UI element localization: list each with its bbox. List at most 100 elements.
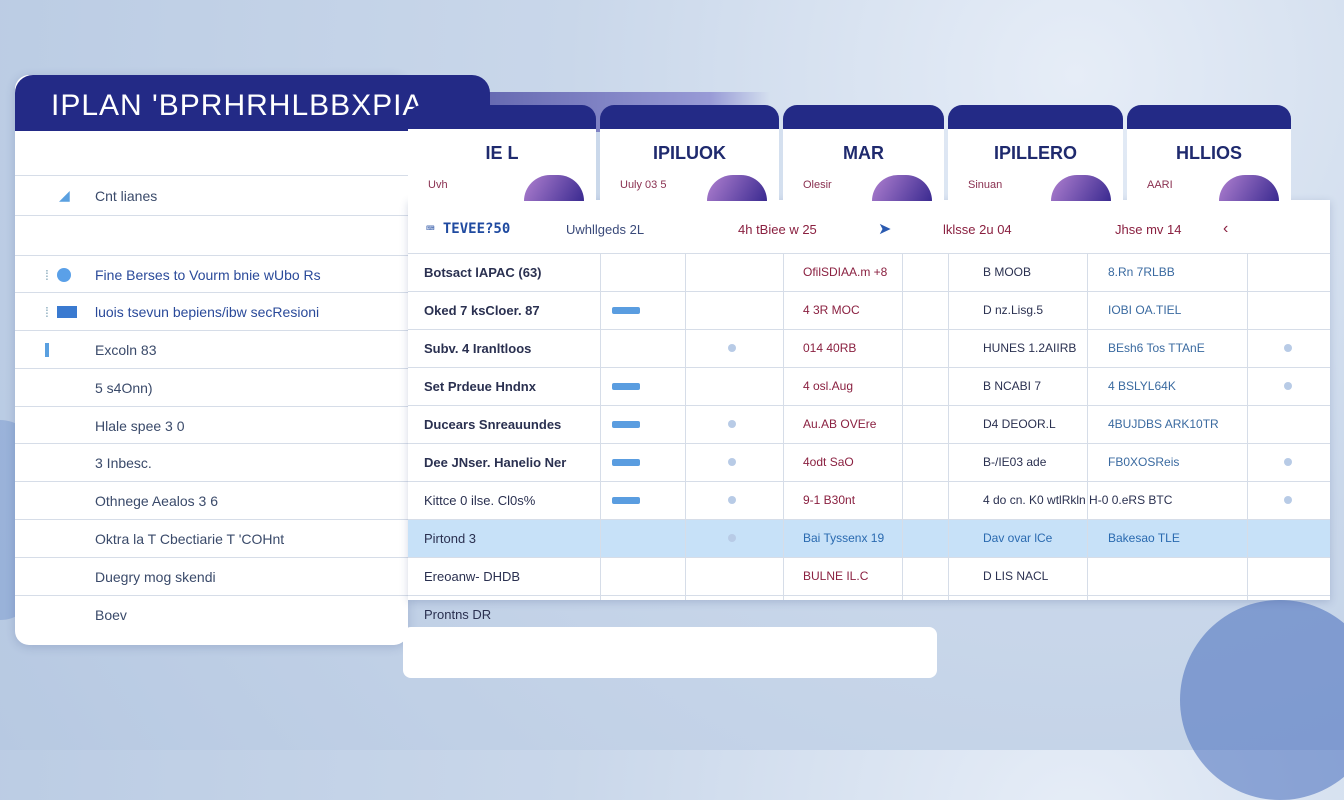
sidebar-item-label: Boev bbox=[95, 606, 127, 623]
wave-graphic bbox=[872, 175, 932, 201]
date-item[interactable]: Jhse mv 14 bbox=[1115, 221, 1182, 237]
wave-graphic bbox=[1219, 175, 1279, 201]
cell-c4: BULNE IL.C bbox=[803, 569, 869, 583]
tab-subtitle: AARI bbox=[1147, 179, 1173, 191]
card-icon: ⁞ bbox=[45, 304, 77, 320]
tab-column-header[interactable]: IPILLERO Sinuan bbox=[948, 105, 1123, 205]
row-label: Pirtond 3 bbox=[424, 531, 477, 546]
table-row[interactable]: Prontns DR bbox=[408, 595, 1330, 633]
sidebar-panel bbox=[15, 75, 408, 645]
sidebar-item[interactable]: Oktra la T Cbectiarie T 'COHnt bbox=[15, 519, 408, 557]
row-label: Dee JNser. Hanelio Ner bbox=[424, 455, 567, 470]
status-chip bbox=[612, 421, 640, 428]
tab-title: HLLIOS bbox=[1176, 143, 1242, 163]
chevron-left-icon[interactable]: ‹ bbox=[1223, 220, 1229, 237]
sidebar-item[interactable]: Duegry mog skendi bbox=[15, 557, 408, 595]
table-row[interactable]: Ereoanw- DHDB BULNE IL.C D LIS NACL bbox=[408, 557, 1330, 595]
sidebar-item[interactable]: 5 s4Onn) bbox=[15, 368, 408, 406]
sidebar-item-label: Duegry mog skendi bbox=[95, 568, 216, 585]
tab-column-header[interactable]: MAR Olesir bbox=[783, 105, 944, 205]
cell-c4: 4 3R MOC bbox=[803, 303, 860, 317]
date-item[interactable]: lklsse 2u 04 bbox=[943, 221, 1012, 237]
sidebar-item[interactable]: Boev bbox=[15, 595, 408, 633]
status-dot bbox=[1284, 382, 1292, 390]
status-dot bbox=[728, 458, 736, 466]
table-row[interactable]: Kittce 0 ilse. Cl0s% 9-1 B30nt 4 do cn. K0… bbox=[408, 481, 1330, 519]
table-row[interactable]: Oked 7 ksCloer. 87 4 3R MOC D nz.Lisg.5 IOB… bbox=[408, 291, 1330, 329]
date-row: ⌨ TEVEE?50 Uwhllgeds 2L 4h tBiee w 25 ➤ … bbox=[408, 208, 1330, 250]
status-dot bbox=[1284, 344, 1292, 352]
cell-c4: Bai Tyssenx 19 bbox=[803, 531, 885, 545]
tab-subtitle: Uuly 03 5 bbox=[620, 179, 667, 191]
sidebar-spacer bbox=[15, 215, 408, 255]
sidebar-item[interactable]: ⁞ Fine Berses to Vourm bnie wUbo Rs bbox=[15, 255, 408, 293]
cell-c4: OfilSDIAA.m +8 bbox=[803, 265, 888, 279]
tab-title: IPILLERO bbox=[993, 143, 1077, 163]
cell-c5: HUNES 1.2AIIRB bbox=[983, 341, 1077, 355]
date-item[interactable]: Uwhllgeds 2L bbox=[566, 221, 645, 237]
cell-c4: Au.AB OVEre bbox=[803, 417, 877, 431]
cell-c6: Bakesao TLE bbox=[1108, 531, 1180, 545]
tab-column-header[interactable]: IPILUOK Uuly 03 5 bbox=[600, 105, 779, 205]
status-chip bbox=[612, 383, 640, 390]
table-row[interactable]: Dee JNser. Hanelio Ner 4odt SaO B-/IE03 ad… bbox=[408, 443, 1330, 481]
circle-icon: ⁞ bbox=[45, 267, 71, 283]
sidebar-item[interactable]: Hlale spee 3 0 bbox=[15, 406, 408, 444]
row-label: Botsact lAPAC (63) bbox=[424, 265, 542, 280]
tab-title: IE L bbox=[485, 143, 519, 163]
row-label: Subv. 4 Iranltloos bbox=[424, 341, 532, 356]
sidebar-heading[interactable]: ◢ Cnt lianes bbox=[15, 175, 408, 215]
row-label: Prontns DR bbox=[424, 607, 492, 622]
column-divider bbox=[685, 253, 686, 600]
date-tag[interactable]: ⌨ TEVEE?50 bbox=[426, 221, 511, 237]
cell-c6: 8.Rn 7RLBB bbox=[1108, 265, 1175, 279]
cell-c6: 4 BSLYL64K bbox=[1108, 379, 1176, 393]
table-row[interactable]: Botsact lAPAC (63) OfilSDIAA.m +8 B MOOB 8.… bbox=[408, 253, 1330, 291]
cell-c6: 4BUJDBS ARK10TR bbox=[1108, 417, 1219, 431]
cell-c4: 014 40RB bbox=[803, 341, 857, 355]
sidebar-item[interactable]: ⁞ luois tsevun bepiens/ibw secResioni bbox=[15, 292, 408, 330]
tab-subtitle: Sinuan bbox=[968, 179, 1003, 191]
leaf-icon: ◢ bbox=[59, 187, 70, 203]
bird-icon: ➤ bbox=[878, 221, 892, 238]
status-dot bbox=[728, 496, 736, 504]
tab-column-header[interactable]: IE L Uvh bbox=[408, 105, 596, 205]
sidebar-item-label: Excoln 83 bbox=[95, 341, 157, 358]
column-divider bbox=[902, 253, 903, 600]
tab-subtitle: Uvh bbox=[428, 179, 448, 191]
sidebar-item-label: Fine Berses to Vourm bnie wUbo Rs bbox=[95, 266, 321, 283]
sidebar-item[interactable]: Excoln 83 bbox=[15, 330, 408, 368]
sidebar-item-label: Hlale spee 3 0 bbox=[95, 417, 185, 434]
date-item[interactable]: 4h tBiee w 25 bbox=[738, 221, 817, 237]
cell-c4: 4odt SaO bbox=[803, 455, 854, 469]
row-label: Set Prdeue Hndnx bbox=[424, 379, 536, 394]
sidebar-item-label: Othnege Aealos 3 6 bbox=[95, 492, 218, 509]
cell-c5: 4 do cn. K0 wtlRkln H-0 0.eRS BTC bbox=[983, 493, 1173, 507]
tab-column-header[interactable]: HLLIOS AARI bbox=[1127, 105, 1291, 205]
table-row[interactable]: Set Prdeue Hndnx 4 osl.Aug B NCABI 7 4 BSLY… bbox=[408, 367, 1330, 405]
column-divider bbox=[948, 253, 949, 600]
cell-c6: FB0XOSReis bbox=[1108, 455, 1180, 469]
cell-c5: B MOOB bbox=[983, 265, 1032, 279]
cell-c6: BEsh6 Tos TTAnE bbox=[1108, 341, 1205, 355]
wave-graphic bbox=[707, 175, 767, 201]
sidebar-heading-label: Cnt lianes bbox=[95, 187, 158, 204]
row-label: Oked 7 ksCloer. 87 bbox=[424, 303, 540, 318]
input-box[interactable] bbox=[403, 627, 937, 678]
status-chip bbox=[612, 307, 640, 314]
cell-c5: B-/IE03 ade bbox=[983, 455, 1047, 469]
table-row[interactable]: Ducears Snreauundes Au.AB OVEre D4 DEOOR.L… bbox=[408, 405, 1330, 443]
wave-graphic bbox=[524, 175, 584, 201]
cell-c4: 4 osl.Aug bbox=[803, 379, 854, 393]
column-divider bbox=[1087, 253, 1088, 600]
table-row[interactable]: Subv. 4 Iranltloos 014 40RB HUNES 1.2AIIRB… bbox=[408, 329, 1330, 367]
sidebar-item[interactable]: Othnege Aealos 3 6 bbox=[15, 481, 408, 519]
cell-c6: IOBI OA.TIEL bbox=[1108, 303, 1182, 317]
tab-subtitle: Olesir bbox=[803, 179, 832, 191]
table-row[interactable]: Pirtond 3 Bai Tyssenx 19 Dav ovar lCe Bakes… bbox=[408, 519, 1330, 557]
status-chip bbox=[612, 459, 640, 466]
row-label: Kittce 0 ilse. Cl0s% bbox=[424, 493, 536, 508]
wave-graphic bbox=[1051, 175, 1111, 201]
sidebar-item[interactable]: 3 Inbesc. bbox=[15, 443, 408, 481]
sidebar-item-label: Oktra la T Cbectiarie T 'COHnt bbox=[95, 530, 285, 547]
